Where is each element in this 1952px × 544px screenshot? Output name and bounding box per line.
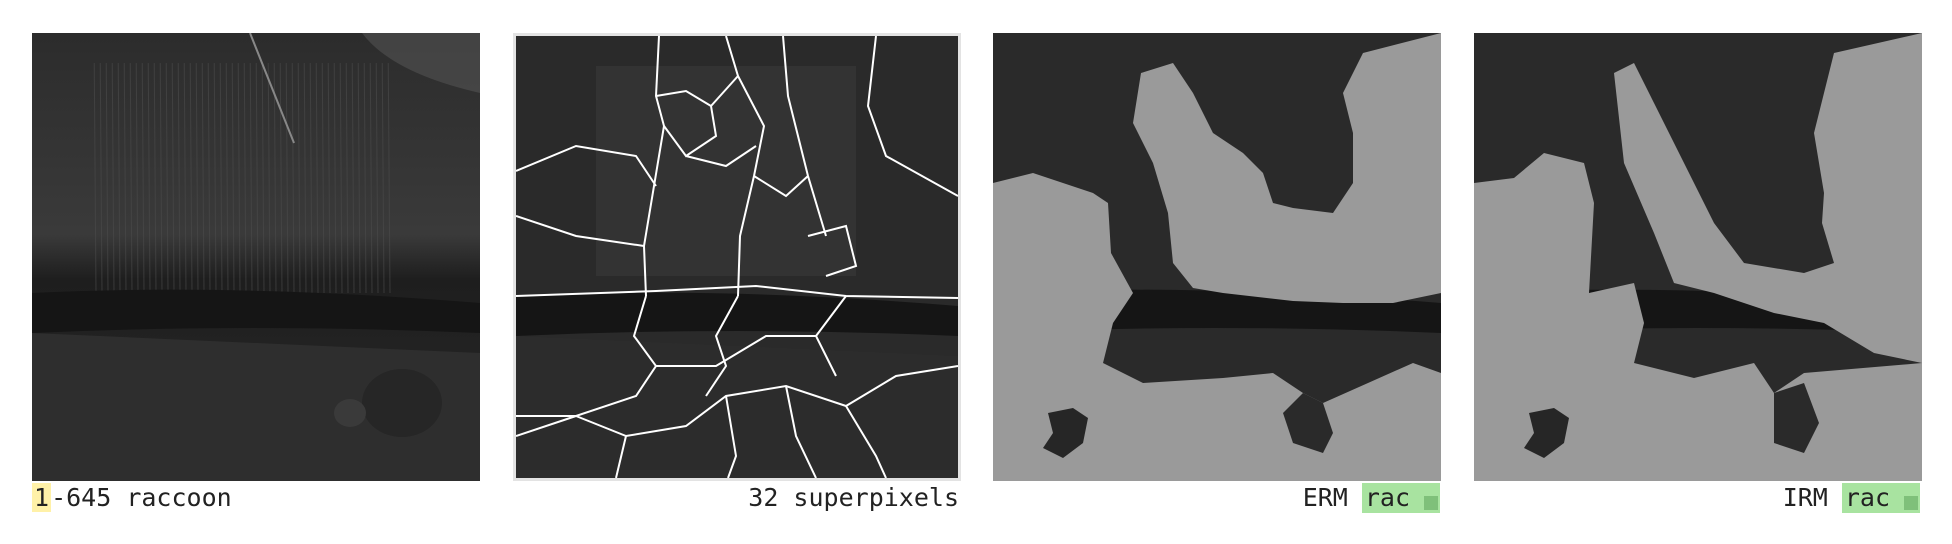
irm-prediction-tag: rac (1841, 483, 1920, 513)
irm-explanation-panel (1474, 33, 1922, 481)
irm-caption: IRM rac (1783, 483, 1920, 513)
irm-method-label: IRM (1782, 483, 1828, 512)
erm-caption: ERM rac (1303, 483, 1440, 513)
superpixel-panel (513, 33, 961, 481)
erm-masked-image (993, 33, 1441, 481)
superpixel-count-caption: 32 superpixels (748, 483, 959, 512)
irm-masked-image (1474, 33, 1922, 481)
erm-method-label: ERM (1302, 483, 1348, 512)
erm-explanation-panel (993, 33, 1441, 481)
original-image-panel (32, 33, 480, 481)
superpixel-boundaries (516, 36, 958, 478)
erm-mask-region (993, 33, 1441, 481)
irm-confidence-square (1904, 496, 1918, 510)
superpixel-image (516, 36, 958, 478)
erm-prediction-label: rac (1364, 483, 1410, 512)
erm-prediction-tag: rac (1361, 483, 1440, 513)
irm-prediction-label: rac (1844, 483, 1890, 512)
image-id-caption: 1-645 raccoon (32, 483, 232, 513)
image-id-label: -645 raccoon (51, 483, 232, 512)
image-index-highlight: 1 (32, 483, 52, 512)
camera-trap-image (32, 33, 480, 481)
erm-confidence-square (1424, 496, 1438, 510)
